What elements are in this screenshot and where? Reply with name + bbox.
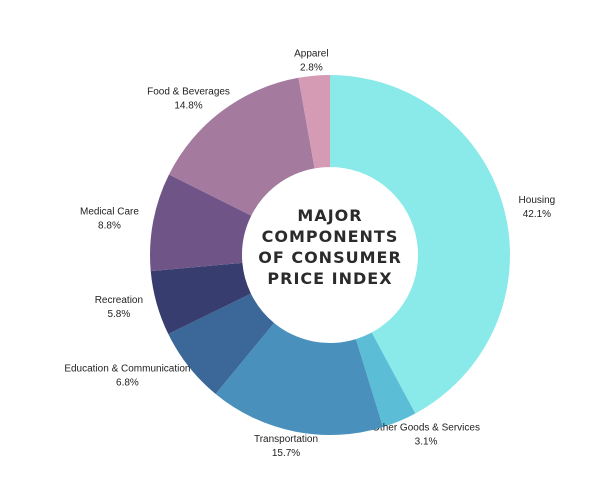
value-label: 6.8% (116, 377, 139, 388)
value-label: 42.1% (523, 209, 551, 220)
slice (215, 322, 383, 436)
slice-label: Medical Care (80, 206, 139, 217)
slice-label: Apparel (294, 48, 328, 59)
value-label: 8.8% (98, 220, 121, 231)
value-label: 14.8% (174, 100, 202, 111)
slice-label: Transportation (254, 434, 318, 445)
slice-label: Food & Beverages (147, 86, 230, 97)
value-label: 5.8% (107, 309, 130, 320)
slice-label: Recreation (95, 295, 143, 306)
slice-label: Other Goods & Services (372, 423, 480, 434)
chart-title: MAJOR COMPONENTS OF CONSUMER PRICE INDEX (258, 206, 402, 288)
value-label: 2.8% (300, 62, 323, 73)
slice (298, 75, 330, 169)
value-label: 3.1% (415, 437, 438, 448)
slice (150, 174, 252, 272)
slice (168, 293, 275, 394)
slice-label: Housing (519, 195, 556, 206)
value-label: 15.7% (272, 448, 300, 459)
slice (150, 262, 251, 335)
slice (330, 75, 510, 414)
slice-label: Education & Communication (64, 363, 190, 374)
slice (355, 332, 416, 428)
slice (169, 77, 315, 216)
